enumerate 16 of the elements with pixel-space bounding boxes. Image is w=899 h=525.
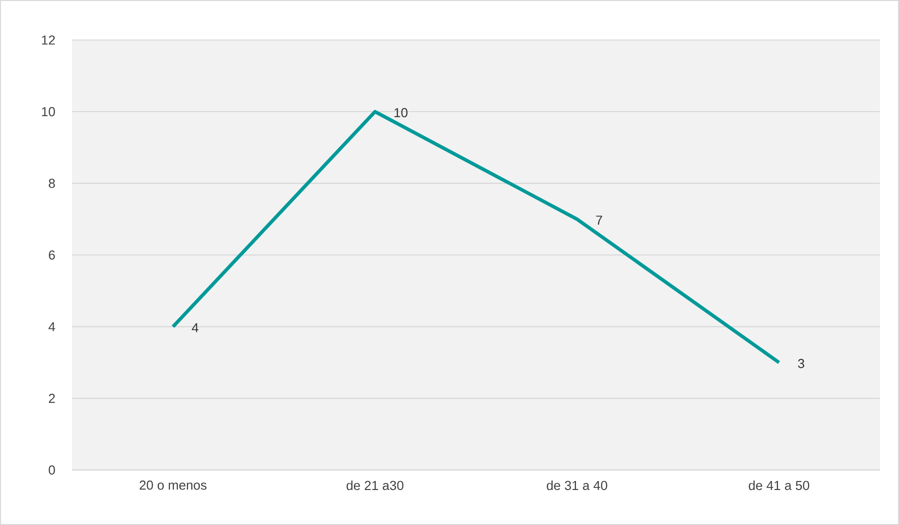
data-label: 10: [394, 108, 408, 118]
y-tick-label: 12: [42, 35, 55, 45]
data-label: 4: [192, 323, 198, 332]
y-tick-label: 4: [48, 322, 56, 332]
x-tick-label: de 31 a 40: [546, 480, 608, 490]
x-tick-label: de 21 a30: [346, 480, 404, 490]
y-tick-label: 2: [48, 394, 55, 403]
y-tick-label: 0: [48, 465, 55, 475]
y-tick-label: 8: [48, 178, 55, 188]
data-label: 3: [798, 358, 804, 368]
y-tick-label: 10: [42, 107, 55, 116]
x-tick-label: de 41 a 50: [748, 480, 810, 490]
data-label: 7: [596, 216, 602, 225]
x-tick-label: 20 o menos: [140, 480, 206, 490]
y-tick-label: 6: [48, 250, 55, 260]
line-series: [171, 110, 781, 364]
